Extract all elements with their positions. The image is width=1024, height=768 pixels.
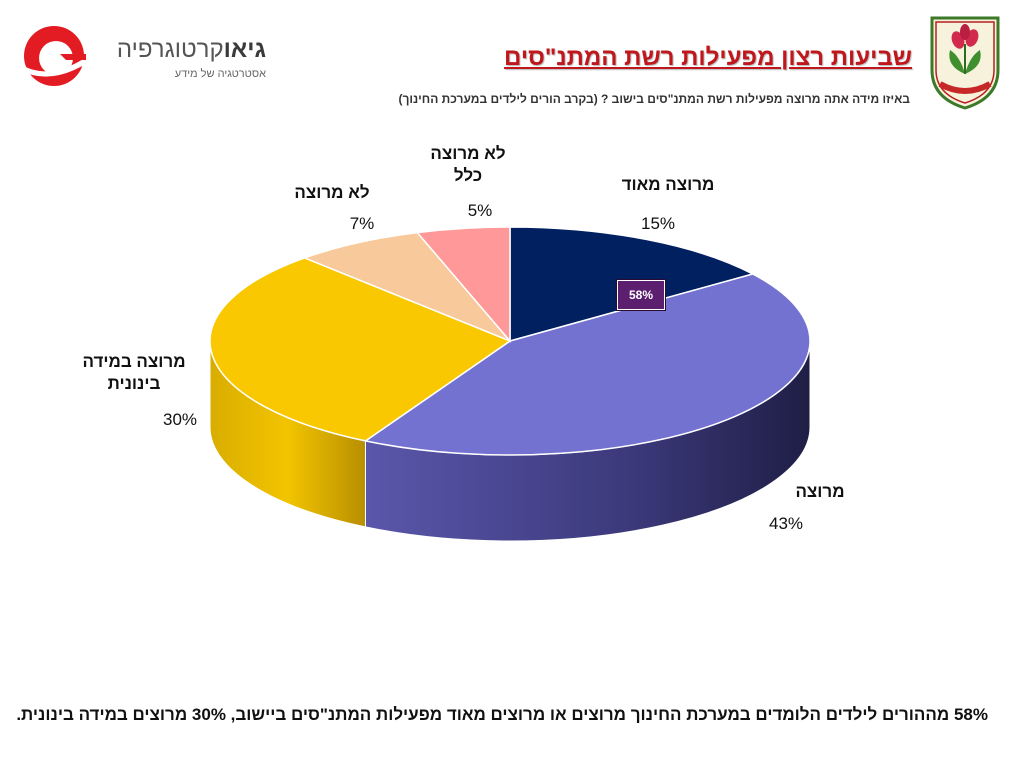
label-moderately-satisfied: מרוצה במידה בינונית — [82, 352, 186, 393]
value-very-satisfied: 15% — [640, 214, 676, 233]
label-satisfied: מרוצה — [795, 482, 845, 501]
pie-slice-moderately-satisfied — [209, 257, 512, 442]
summary-text: 58% מההורים לילדים הלומדים במערכת החינוך… — [16, 705, 988, 724]
geocartography-logo-mark — [20, 26, 106, 86]
value-satisfied: 43% — [768, 514, 804, 533]
survey-question: באיזו מידה אתה מרוצה מפעילות רשת המתנ"סי… — [398, 92, 910, 106]
combined-satisfied-badge: 58% — [616, 279, 666, 311]
pie-slice-satisfied — [363, 273, 811, 456]
pie-slice-not-satisfied — [302, 231, 511, 342]
municipal-emblem — [930, 16, 1000, 110]
geocartography-logo: גיאוקרטוגרפיה אסטרטגיה של מידע — [16, 24, 266, 88]
value-moderately-satisfied: 30% — [162, 410, 198, 429]
value-not-satisfied-at-all: 5% — [467, 201, 493, 220]
pie-slice-not-satisfied-at-all — [415, 226, 511, 344]
label-not-satisfied: לא מרוצה — [294, 183, 370, 202]
label-very-satisfied: מרוצה מאוד — [621, 175, 715, 194]
logo-tagline: אסטרטגיה של מידע — [174, 68, 266, 80]
logo-brand-text: גיאוקרטוגרפיה — [116, 36, 266, 63]
value-not-satisfied: 7% — [349, 214, 375, 233]
label-not-satisfied-at-all: לא מרוצה כלל — [430, 144, 506, 185]
page-title: שביעות רצון מפעילות רשת המתנ"סים — [504, 44, 912, 71]
